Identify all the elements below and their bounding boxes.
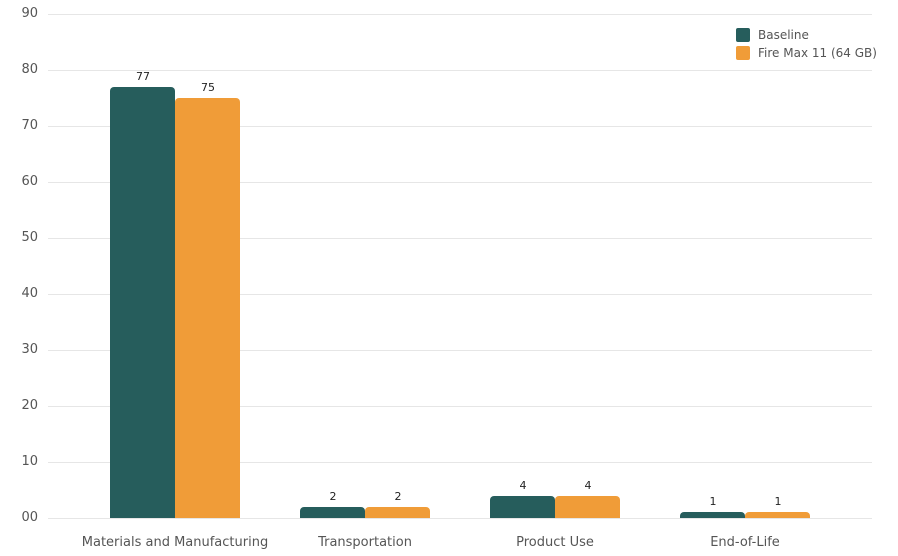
y-tick-label: 40 <box>21 286 38 301</box>
legend-swatch-fire-max <box>736 46 750 60</box>
y-tick-label: 20 <box>21 398 38 413</box>
legend-item-baseline[interactable]: Baseline <box>736 26 877 44</box>
y-tick-label: 90 <box>21 6 38 21</box>
x-tick-label: End-of-Life <box>710 535 780 550</box>
y-tick-label: 50 <box>21 230 38 245</box>
y-tick-label: 70 <box>21 118 38 133</box>
y-tick-label: 30 <box>21 342 38 357</box>
x-tick-label: Transportation <box>318 535 412 550</box>
bar[interactable] <box>110 86 175 518</box>
bar[interactable] <box>300 506 365 518</box>
gridline <box>48 182 872 183</box>
gridline <box>48 406 872 407</box>
bar-value-label: 1 <box>774 495 782 509</box>
bar-value-label: 2 <box>394 489 402 503</box>
bar[interactable] <box>745 512 810 518</box>
y-tick-label: 60 <box>21 174 38 189</box>
gridline <box>48 294 872 295</box>
legend-label: Baseline <box>758 28 809 42</box>
legend: Baseline Fire Max 11 (64 GB) <box>736 26 877 62</box>
bar[interactable] <box>555 495 620 518</box>
bar-value-label: 4 <box>519 478 527 492</box>
gridline <box>48 14 872 15</box>
y-tick-label: 10 <box>21 454 38 469</box>
x-tick-label: Product Use <box>516 535 594 550</box>
gridline <box>48 70 872 71</box>
bar[interactable] <box>365 506 430 518</box>
bar-value-label: 2 <box>329 489 337 503</box>
gridline <box>48 126 872 127</box>
legend-item-fire-max[interactable]: Fire Max 11 (64 GB) <box>736 44 877 62</box>
x-tick-label: Materials and Manufacturing <box>81 535 269 550</box>
bar[interactable] <box>490 495 555 518</box>
bar-value-label: 77 <box>136 69 150 83</box>
gridline <box>48 238 872 239</box>
legend-swatch-baseline <box>736 28 750 42</box>
gridline <box>48 518 872 519</box>
bar-value-label: 75 <box>201 81 215 94</box>
y-tick-label: 80 <box>21 62 38 77</box>
bar[interactable] <box>175 98 240 518</box>
legend-label: Fire Max 11 (64 GB) <box>758 46 877 60</box>
bar[interactable] <box>680 512 745 518</box>
bar-value-label: 1 <box>709 495 717 509</box>
y-tick-label: 00 <box>21 510 38 525</box>
gridline <box>48 350 872 351</box>
bar-value-label: 4 <box>584 478 592 492</box>
gridline <box>48 462 872 463</box>
